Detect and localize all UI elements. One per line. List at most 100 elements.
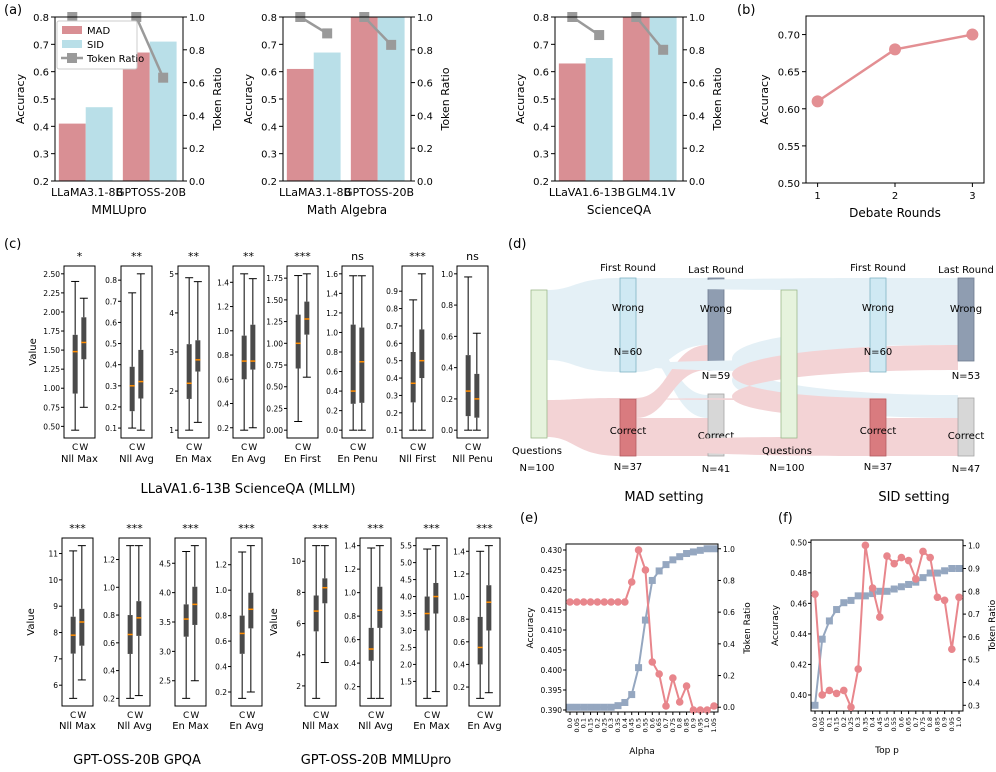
x-tick-label: W: [136, 443, 145, 453]
y-tick-label: 0.4: [105, 361, 117, 370]
accuracy-point: [573, 598, 581, 606]
y2-tick-label: 0.6: [723, 608, 735, 617]
y2-tick-label: 0.6: [189, 79, 205, 90]
accuracy-point: [566, 598, 574, 606]
token-ratio-marker: [648, 576, 656, 584]
last-wrong-label: Wrong: [950, 304, 982, 315]
axes-frame: [174, 537, 207, 707]
panel-label-a: (a): [4, 3, 22, 18]
y-tick-label: 4.0: [159, 589, 171, 598]
flow-wrong-wrong: [732, 278, 958, 372]
x-tick-label: 1.0: [955, 717, 963, 727]
x-tick-label: 0.55: [641, 718, 649, 732]
token-ratio-marker: [811, 701, 819, 709]
accuracy-point: [919, 547, 927, 556]
axes-frame: [456, 265, 489, 439]
y2-axis-label: Token Ratio: [711, 67, 724, 131]
accuracy-point: [662, 702, 670, 710]
y-tick-label: 0.8: [217, 351, 229, 360]
y2-tick-label: 1.0: [968, 542, 980, 551]
x-tick-label: C: [186, 443, 192, 453]
token-ratio-marker: [669, 556, 677, 564]
y2-tick-label: 0.2: [689, 144, 705, 155]
accuracy-point: [966, 28, 979, 41]
accuracy-point: [655, 670, 663, 678]
x-tick-label: 0.85: [933, 717, 941, 731]
accuracy-point: [614, 598, 622, 606]
y-axis-label: Accuracy: [514, 73, 527, 124]
y-tick-label: 1.2: [217, 303, 229, 312]
x-axis-label: Top p: [874, 746, 899, 756]
y-tick-label: 0.4: [533, 122, 549, 133]
y-tick-label: 0.8: [215, 612, 227, 621]
x-tick-label: LLaMA3.1-8B: [51, 186, 123, 199]
y-tick-label: 0.2: [533, 177, 549, 188]
axes-frame: [118, 537, 151, 707]
first-correct-label: Correct: [610, 426, 647, 437]
y-tick-label: 0.9: [386, 287, 398, 296]
y-tick-label: 0.2: [453, 683, 465, 692]
y-tick-label: 0.7: [533, 40, 549, 51]
metric-label: En Max: [413, 721, 450, 732]
x-tick-label: W: [248, 443, 257, 453]
x-tick-label: W: [484, 711, 493, 721]
legend-mad: MAD: [87, 26, 110, 37]
y-tick-label: 1: [169, 426, 174, 435]
token-ratio-line: [635, 16, 665, 51]
x-tick-label: 0.75: [669, 718, 677, 732]
y-tick-label: 0.4: [441, 364, 453, 373]
y-tick-label: 0.415: [541, 606, 563, 615]
x-tick-label: 3: [969, 191, 975, 202]
axes-frame: [120, 265, 153, 439]
y-tick-label: 0.2: [105, 403, 117, 412]
y-axis-label: Value: [269, 608, 280, 635]
y-tick-label: 0.4: [326, 387, 338, 396]
last-round-label: Last Round: [938, 265, 994, 276]
x-tick-label: LLaVA1.6-13B: [549, 186, 625, 199]
y-tick-label: 7: [53, 655, 58, 664]
y-tick-label: 2.5: [400, 643, 412, 652]
y-tick-label: 3.0: [400, 626, 412, 635]
y-tick-label: 1.0: [326, 328, 338, 337]
box-body: [410, 352, 416, 403]
significance-label: ***: [238, 522, 255, 535]
y2-tick-label: 0.8: [689, 46, 705, 57]
accuracy-point: [840, 686, 848, 695]
y-tick-label: 0.3: [386, 391, 398, 400]
x-tick-label: W: [193, 443, 202, 453]
y-tick-label: 0.6: [217, 375, 229, 384]
y-tick-label: 0.6: [261, 68, 277, 79]
token-ratio-marker: [658, 44, 669, 55]
x-tick-label: C: [477, 711, 483, 721]
box-body: [295, 314, 301, 369]
token-ratio-marker: [594, 30, 605, 41]
token-ratio-marker: [566, 703, 574, 711]
x-tick-label: W: [77, 711, 86, 721]
y-tick-label: 0.4: [103, 667, 115, 676]
accuracy-point: [890, 559, 898, 568]
bar-mad: [350, 17, 378, 181]
box-body: [192, 586, 198, 625]
x-tick-label: 0.65: [905, 717, 913, 731]
y-tick-label: 6: [53, 681, 58, 690]
y-tick-label: 1.4: [453, 547, 465, 556]
box-body: [313, 595, 319, 632]
y-tick-label: 0.0: [441, 426, 453, 435]
accuracy-point: [627, 578, 636, 586]
y2-tick-label: 0.2: [189, 144, 205, 155]
significance-label: ***: [409, 250, 426, 263]
x-tick-label: C: [313, 711, 319, 721]
token-ratio-marker: [600, 703, 608, 711]
y-tick-label: 0.5: [533, 95, 549, 106]
accuracy-point: [669, 674, 677, 682]
y-tick-label: 0.3: [33, 150, 49, 161]
metric-label: Nll Penu: [452, 454, 493, 465]
significance-label: ***: [476, 522, 493, 535]
x-tick-label: 0.95: [948, 717, 956, 731]
token-ratio-marker: [580, 703, 588, 711]
y-axis-label: Value: [26, 608, 37, 635]
significance-label: ns: [466, 250, 479, 263]
y2-tick-label: 0.0: [689, 177, 705, 188]
y-axis-label: Accuracy: [14, 73, 27, 124]
panel-label-c: (c): [4, 237, 21, 252]
